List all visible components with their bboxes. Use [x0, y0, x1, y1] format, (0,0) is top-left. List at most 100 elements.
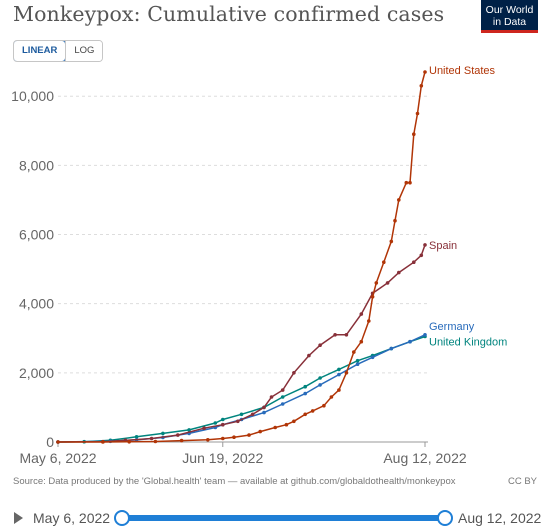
y-tick-label: 0: [46, 434, 54, 450]
data-point: [202, 426, 206, 431]
data-point: [307, 353, 311, 358]
series-label: United States: [429, 65, 496, 77]
series-label: United Kingdom: [429, 337, 507, 349]
data-point: [258, 429, 263, 434]
data-point: [213, 421, 218, 425]
data-point: [179, 438, 184, 443]
series-line-germany: [57, 334, 426, 443]
data-point: [310, 409, 315, 413]
data-point: [262, 405, 266, 410]
data-point: [221, 422, 225, 427]
data-point: [280, 402, 285, 406]
data-point: [318, 376, 322, 380]
data-point: [269, 395, 274, 399]
data-point: [389, 239, 394, 244]
timeline-track[interactable]: [121, 515, 443, 521]
data-point: [408, 339, 412, 344]
source-note: Source: Data produced by the 'Global.hea…: [13, 476, 456, 487]
x-tick-label: May 6, 2022: [19, 450, 96, 466]
license-link[interactable]: CC BY: [507, 476, 537, 487]
y-tick-label: 4,000: [19, 296, 54, 312]
timeline-end-label: Aug 12, 2022: [458, 510, 542, 526]
data-point: [423, 333, 427, 337]
logo-line-2: in Data: [492, 16, 527, 28]
data-point: [262, 410, 266, 415]
data-point: [344, 333, 349, 337]
data-point: [412, 260, 416, 265]
data-point: [303, 384, 308, 389]
data-point: [236, 419, 240, 424]
data-point: [412, 132, 416, 136]
data-point: [397, 198, 401, 202]
timeline-end-handle[interactable]: [437, 510, 453, 526]
data-point: [318, 343, 322, 348]
data-point: [337, 388, 341, 392]
data-point: [408, 180, 412, 185]
data-point: [419, 253, 424, 258]
data-point: [393, 218, 397, 223]
data-point: [355, 358, 360, 363]
series-label: Germany: [429, 321, 475, 333]
y-tick-label: 8,000: [19, 157, 54, 173]
data-point: [359, 312, 364, 316]
data-point: [247, 433, 251, 437]
data-point: [423, 243, 427, 247]
data-point: [292, 371, 296, 375]
data-point: [370, 295, 375, 299]
log-scale-button[interactable]: LOG: [65, 41, 103, 61]
data-point: [337, 367, 341, 372]
data-point: [318, 383, 322, 387]
data-point: [284, 422, 289, 427]
data-point: [239, 412, 244, 417]
data-point: [221, 417, 225, 422]
series-line-united-kingdom: [57, 335, 426, 443]
y-tick-label: 10,000: [11, 88, 54, 104]
data-point: [232, 435, 236, 440]
data-point: [322, 403, 326, 408]
series-line-spain: [57, 244, 426, 443]
y-tick-label: 2,000: [19, 365, 54, 381]
data-point: [359, 339, 364, 344]
data-point: [149, 436, 154, 441]
data-point: [397, 270, 401, 275]
series-label: Spain: [429, 240, 457, 252]
data-point: [367, 319, 371, 323]
y-tick-label: 6,000: [19, 227, 54, 243]
data-point: [382, 260, 386, 265]
data-point: [176, 433, 180, 437]
data-point: [273, 425, 278, 430]
timeline-start-handle[interactable]: [114, 510, 130, 526]
data-point: [337, 372, 341, 377]
data-point: [329, 395, 334, 399]
series-line-united-states: [58, 71, 426, 443]
data-point: [423, 70, 427, 74]
timeline: May 6, 2022 Aug 12, 2022: [0, 502, 550, 531]
data-point: [374, 281, 379, 285]
data-point: [344, 371, 349, 375]
data-point: [352, 350, 356, 354]
data-point: [303, 391, 308, 396]
data-point: [333, 333, 337, 337]
x-tick-label: Aug 12, 2022: [383, 450, 467, 466]
logo-line-1: Our World: [485, 4, 534, 16]
data-point: [187, 428, 191, 432]
data-point: [389, 346, 394, 351]
owid-logo[interactable]: Our World in Data: [481, 0, 538, 33]
data-point: [303, 412, 308, 417]
data-point: [250, 412, 255, 417]
scale-toggle: LINEAR LOG: [13, 40, 104, 62]
data-point: [56, 440, 60, 444]
play-icon[interactable]: [14, 512, 23, 524]
timeline-start-label: May 6, 2022: [33, 510, 111, 526]
data-point: [127, 440, 131, 444]
data-point: [101, 440, 105, 444]
data-point: [355, 362, 360, 367]
data-point: [292, 419, 296, 424]
data-point: [161, 431, 165, 436]
data-point: [280, 395, 285, 399]
data-point: [134, 435, 139, 439]
data-point: [419, 84, 424, 88]
data-point: [221, 436, 225, 441]
chart-title: Monkeypox: Cumulative confirmed cases: [13, 2, 445, 26]
